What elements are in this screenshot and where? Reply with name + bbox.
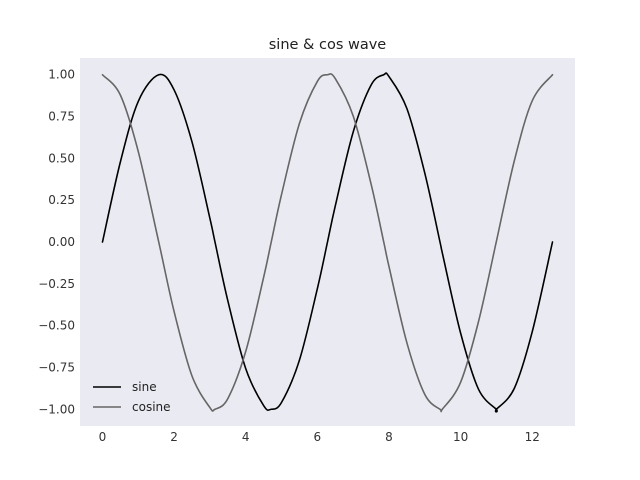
legend: sine cosine xyxy=(93,380,171,414)
y-tick-label: −0.50 xyxy=(38,319,75,333)
series-line-sine xyxy=(101,72,554,413)
y-tick-label: 0.25 xyxy=(48,193,75,207)
y-tick-label: −0.25 xyxy=(38,277,75,291)
series-line-cosine xyxy=(101,73,554,413)
y-tick-label: −1.00 xyxy=(38,402,75,416)
y-tick-label: 0.00 xyxy=(48,235,75,249)
y-tick-label: 0.75 xyxy=(48,110,75,124)
x-tick-label: 10 xyxy=(453,430,468,444)
legend-label-sine: sine xyxy=(132,380,157,394)
x-tick-label: 8 xyxy=(385,430,393,444)
y-axis: 1.00 0.75 0.50 0.25 0.00 −0.25 −0.50 −0.75 −1.00 xyxy=(38,68,75,417)
x-tick-label: 6 xyxy=(314,430,322,444)
chart-title: sine & cos wave xyxy=(269,37,387,53)
x-tick-label: 12 xyxy=(525,430,540,444)
legend-label-cosine: cosine xyxy=(132,400,171,414)
y-tick-label: −0.75 xyxy=(38,360,75,374)
series-layer xyxy=(101,72,554,413)
y-tick-label: 1.00 xyxy=(48,68,75,82)
x-tick-label: 2 xyxy=(170,430,178,444)
x-axis: 0 2 4 6 8 10 12 xyxy=(99,430,540,444)
x-tick-label: 0 xyxy=(99,430,107,444)
y-tick-label: 0.50 xyxy=(48,151,75,165)
x-tick-label: 4 xyxy=(242,430,250,444)
